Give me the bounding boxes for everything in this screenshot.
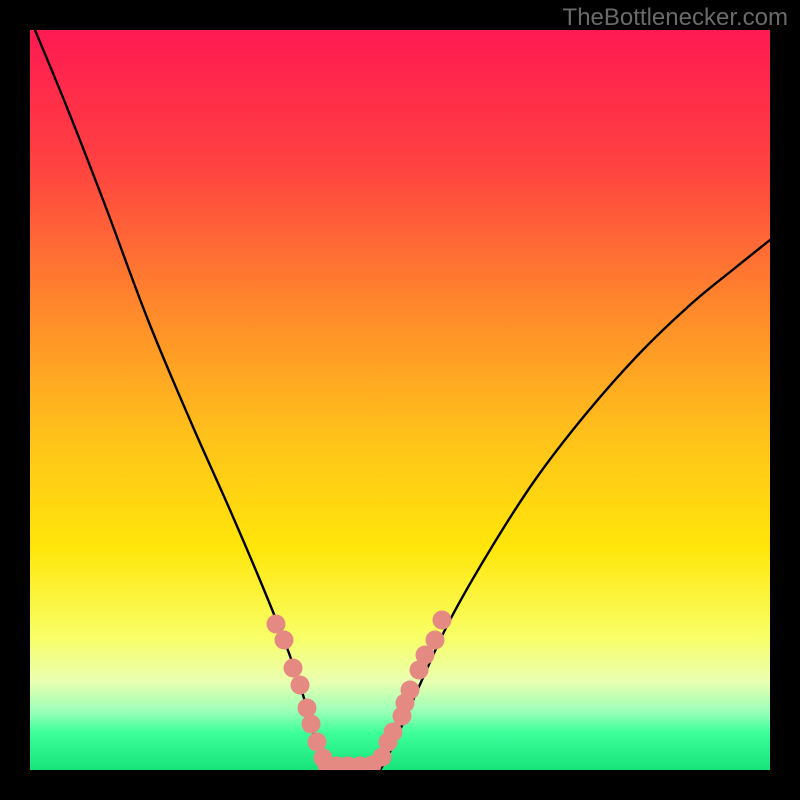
plot-area [30, 30, 770, 770]
data-point [298, 699, 317, 718]
data-point [384, 723, 403, 742]
chart-svg [30, 30, 770, 770]
data-point [291, 676, 310, 695]
data-point [401, 681, 420, 700]
watermark-text: TheBottlenecker.com [563, 4, 788, 32]
data-point [284, 659, 303, 678]
data-point [302, 715, 321, 734]
data-point [426, 631, 445, 650]
curve [380, 240, 770, 770]
data-point [275, 631, 294, 650]
data-point [433, 611, 452, 630]
curve [35, 30, 326, 770]
